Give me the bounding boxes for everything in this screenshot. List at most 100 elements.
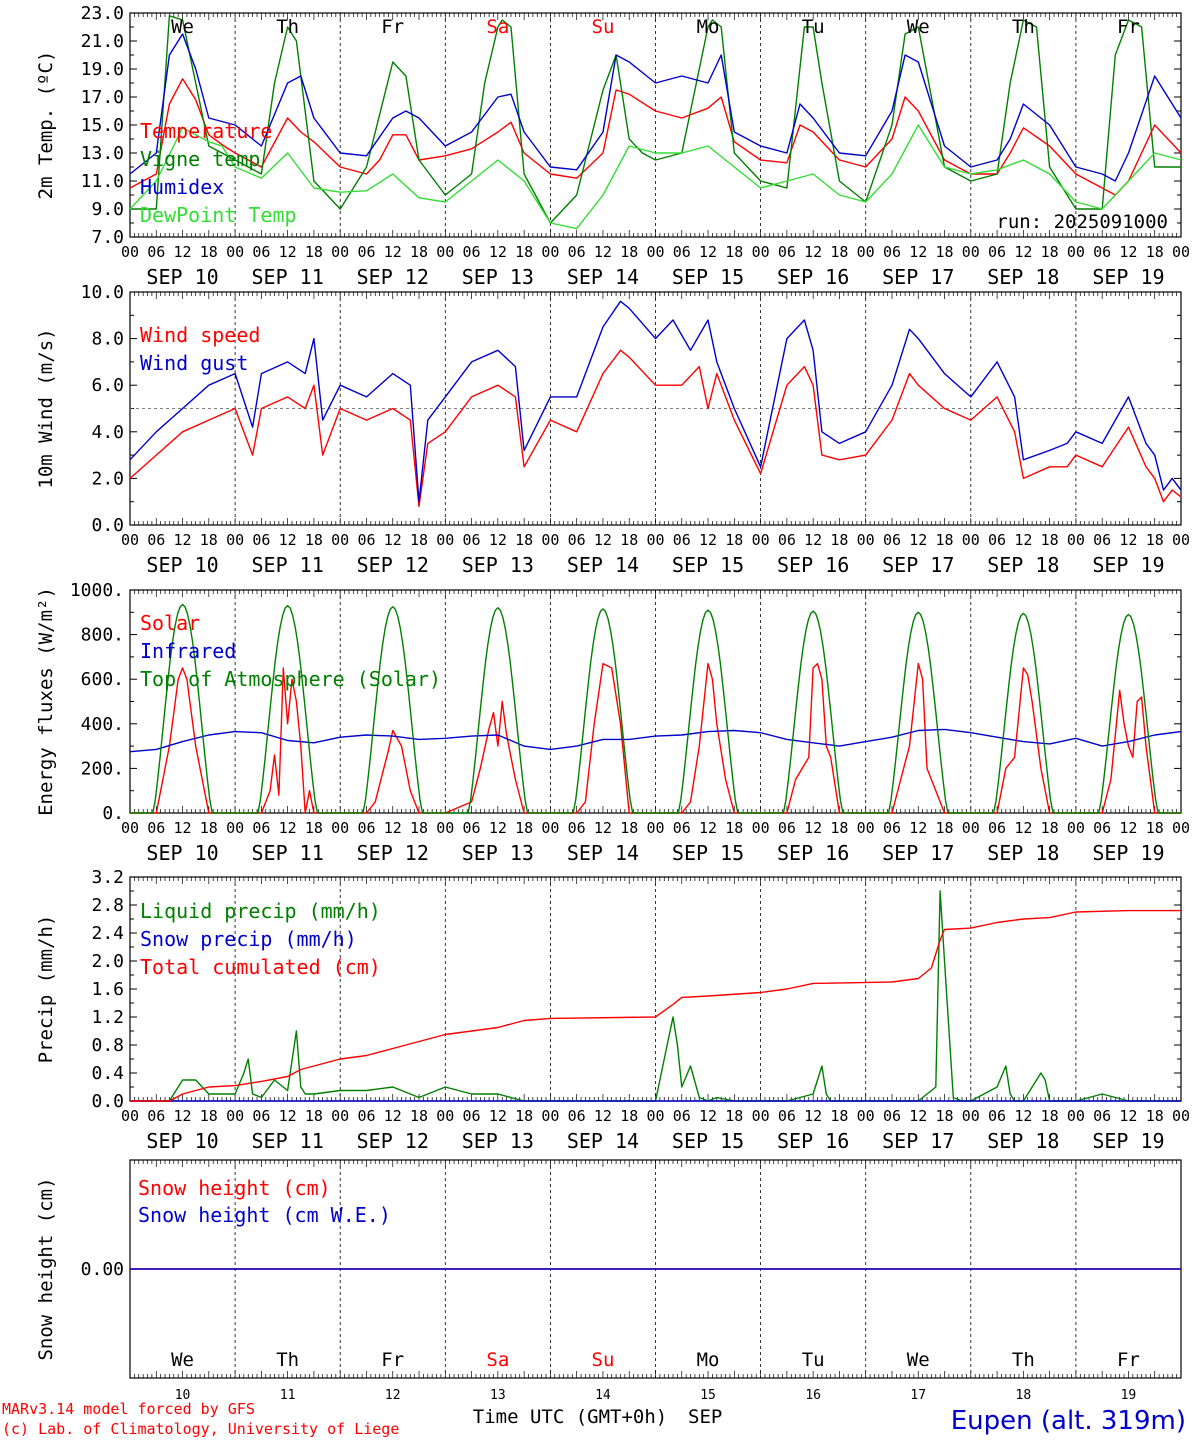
hour-tick-label: 06 [463, 819, 481, 837]
date-label: SEP 10 [146, 841, 218, 865]
x-axis-title: Time UTC (GMT+0h) [473, 1406, 667, 1428]
day-number: 15 [700, 1388, 716, 1403]
hour-tick-label: 06 [1093, 243, 1111, 261]
hour-tick-label: 00 [962, 531, 980, 549]
hour-tick-label: 00 [121, 1107, 139, 1125]
day-number: 17 [910, 1388, 926, 1403]
hour-tick-label: 06 [988, 531, 1006, 549]
hour-tick-label: 06 [357, 819, 375, 837]
hour-tick-label: 06 [988, 1107, 1006, 1125]
legend-entry: Total cumulated (cm) [140, 955, 381, 979]
hour-tick-label: 18 [200, 531, 218, 549]
wind-panel: 10.0 8.0 6.0 4.0 2.0 0.0 10m Wind (m/s) Wind sp… [35, 282, 1190, 577]
hour-tick-label: 18 [1041, 819, 1059, 837]
hour-tick-label: 06 [147, 819, 165, 837]
hour-tick-label: 06 [673, 531, 691, 549]
hour-tick-label: 12 [489, 819, 507, 837]
y-tick-label: 13.0 [81, 143, 124, 164]
hour-tick-label: 18 [725, 243, 743, 261]
date-label: SEP 11 [252, 265, 324, 289]
date-label: SEP 18 [987, 1129, 1059, 1153]
hour-tick-label: 12 [279, 819, 297, 837]
weekday-label: Sa [486, 16, 509, 38]
hour-tick-label: 06 [883, 1107, 901, 1125]
hour-tick-label: 00 [226, 531, 244, 549]
hour-tick-label: 12 [909, 1107, 927, 1125]
date-label: SEP 15 [672, 265, 744, 289]
hour-tick-label: 06 [673, 1107, 691, 1125]
legend-entry: Vigne temp [140, 147, 260, 171]
series-line-solar [130, 662, 1181, 814]
hour-tick-label: 00 [226, 243, 244, 261]
legend-entry: Top of Atmosphere (Solar) [140, 667, 441, 691]
date-label: SEP 12 [357, 1129, 429, 1153]
hour-tick-label: 12 [1119, 1107, 1137, 1125]
hour-tick-label: 18 [410, 1107, 428, 1125]
date-label: SEP 13 [462, 553, 534, 577]
series-line-wind-speed [129, 349, 1182, 508]
hour-tick-label: 06 [252, 243, 270, 261]
y-tick-label: 400. [81, 714, 124, 735]
hour-tick-label: 00 [646, 243, 664, 261]
y-tick-label: 2.0 [91, 468, 124, 489]
hour-tick-label: 12 [699, 243, 717, 261]
series-line-infrared [129, 728, 1182, 753]
date-label: SEP 14 [567, 265, 639, 289]
hour-tick-label: 18 [515, 531, 533, 549]
hour-tick-label: 00 [121, 243, 139, 261]
hour-tick-label: 00 [1172, 531, 1190, 549]
y-tick-label: 11.0 [81, 171, 124, 192]
y-tick-label: 3.2 [91, 867, 124, 888]
hour-tick-label: 18 [935, 1107, 953, 1125]
date-label: SEP 15 [672, 841, 744, 865]
hour-tick-label: 00 [331, 819, 349, 837]
weekday-label: Th [276, 1349, 299, 1371]
weekday-label: Su [592, 1349, 615, 1371]
weekday-label: Fr [381, 16, 404, 38]
date-label: SEP 19 [1092, 553, 1164, 577]
hour-tick-label: 12 [804, 819, 822, 837]
hour-tick-label: 12 [384, 531, 402, 549]
y-tick-label: 600. [81, 669, 124, 690]
hour-tick-label: 00 [331, 1107, 349, 1125]
hour-tick-label: 06 [883, 531, 901, 549]
x-tick-marks [129, 13, 1182, 237]
hour-tick-label: 18 [620, 819, 638, 837]
hour-tick-label: 00 [1172, 819, 1190, 837]
hour-tick-label: 12 [174, 819, 192, 837]
hour-tick-label: 12 [174, 531, 192, 549]
hour-tick-label: 00 [857, 531, 875, 549]
hour-tick-label: 06 [1093, 531, 1111, 549]
day-number: 12 [385, 1388, 401, 1403]
weekday-label: Th [1012, 1349, 1035, 1371]
hour-tick-label: 00 [436, 819, 454, 837]
legend-entry: Snow height (cm W.E.) [138, 1203, 391, 1227]
hour-tick-label: 12 [909, 531, 927, 549]
day-number: 11 [280, 1388, 296, 1403]
hour-tick-label: 12 [174, 1107, 192, 1125]
hour-tick-label: 18 [1041, 531, 1059, 549]
hour-tick-label: 18 [620, 243, 638, 261]
hour-tick-label: 12 [489, 531, 507, 549]
series-line-liquid-precip-mm-h- [130, 890, 1181, 1102]
weekday-label: Fr [1117, 1349, 1140, 1371]
hour-tick-label: 12 [699, 531, 717, 549]
hour-tick-label: 00 [331, 243, 349, 261]
hour-tick-label: 06 [463, 243, 481, 261]
hour-tick-label: 12 [594, 243, 612, 261]
hour-tick-label: 18 [1041, 243, 1059, 261]
hour-tick-label: 18 [305, 1107, 323, 1125]
hour-tick-label: 00 [1067, 1107, 1085, 1125]
hour-tick-label: 00 [226, 819, 244, 837]
date-label: SEP 18 [987, 553, 1059, 577]
legend-entry: Solar [140, 611, 200, 635]
day-number: 16 [805, 1388, 821, 1403]
hour-tick-label: 18 [725, 1107, 743, 1125]
legend-entry: Humidex [140, 175, 224, 199]
date-label: SEP 14 [567, 1129, 639, 1153]
hour-tick-label: 06 [568, 819, 586, 837]
hour-tick-label: 00 [541, 819, 559, 837]
y-tick-label: 2.0 [91, 951, 124, 972]
y-tick-label: 9.0 [91, 199, 124, 220]
